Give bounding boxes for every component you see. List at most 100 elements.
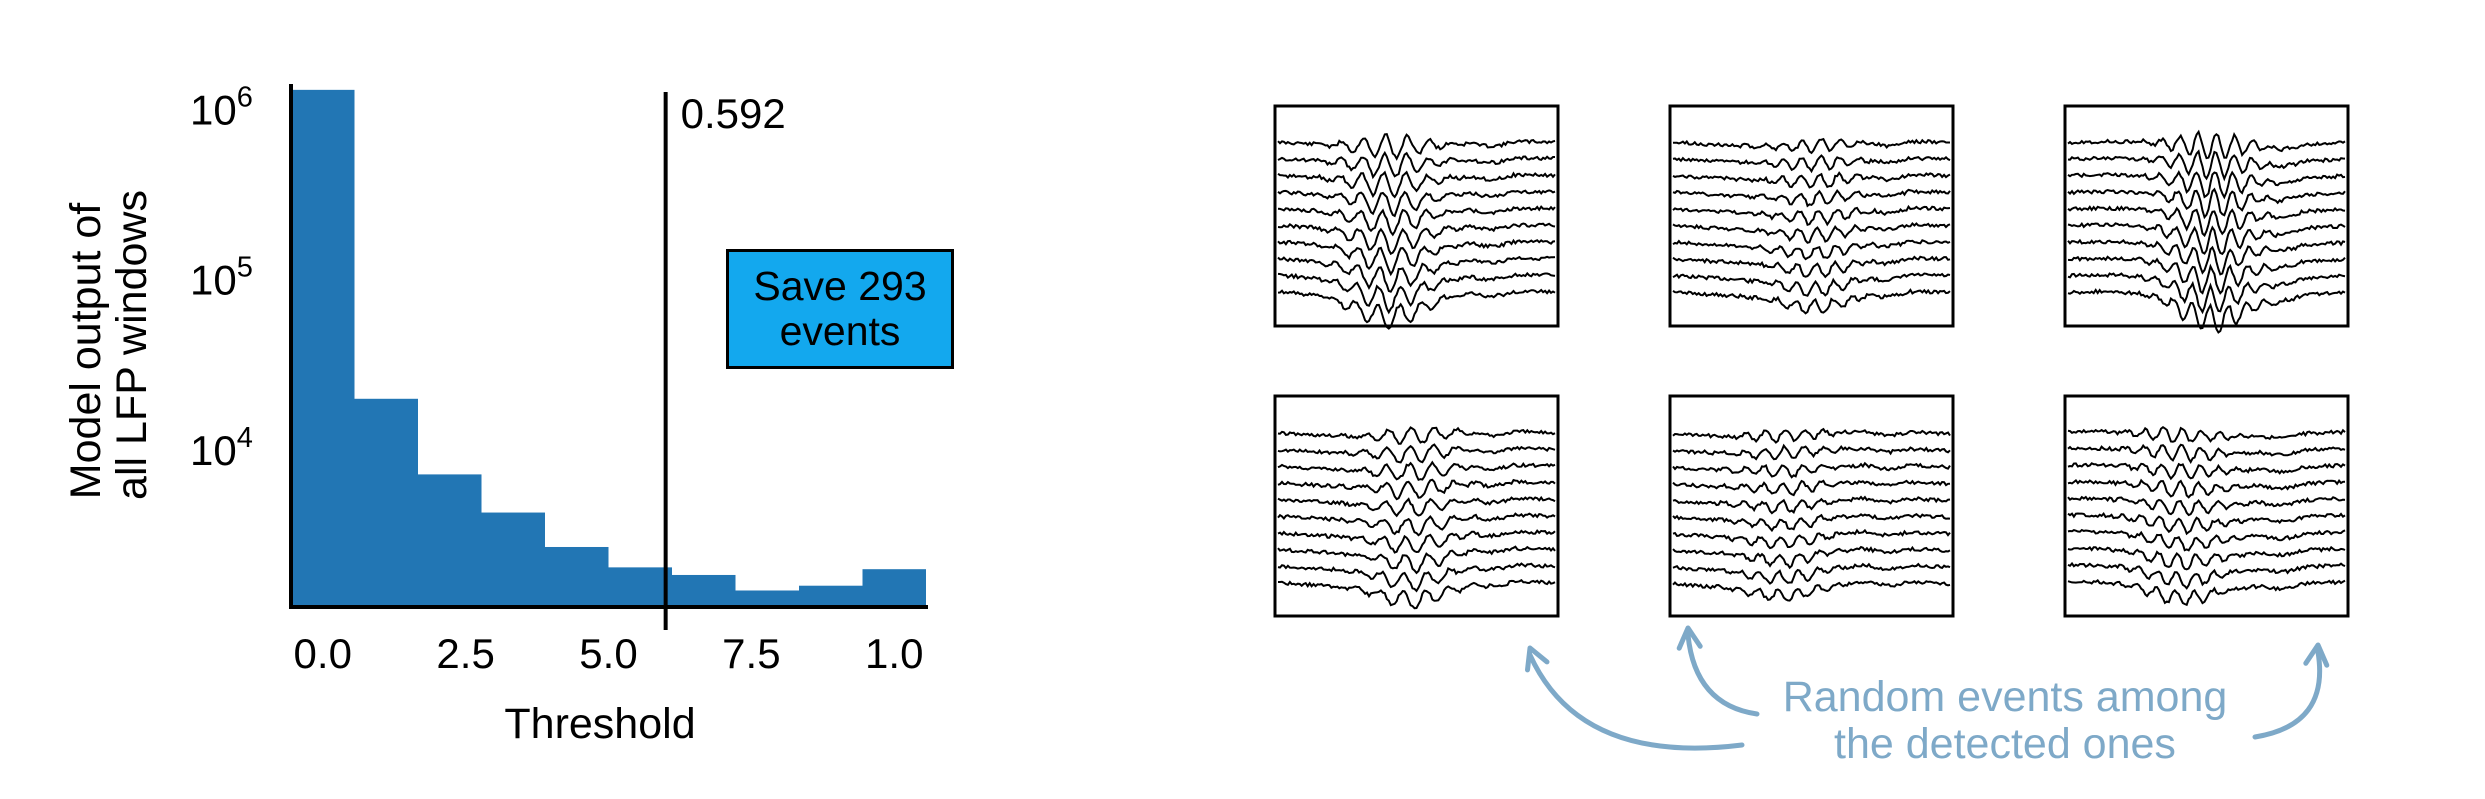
event-trace [1672, 221, 1951, 244]
event-trace [1277, 545, 1556, 575]
histogram-bar [799, 585, 863, 607]
event-panel [2063, 394, 2350, 618]
event-trace [2067, 478, 2346, 499]
event-trace [2067, 579, 2346, 607]
event-panel-frame [1668, 394, 1955, 618]
event-trace [2067, 512, 2346, 536]
event-panel [1273, 104, 1560, 330]
event-trace [2067, 272, 2346, 315]
event-trace [1672, 288, 1951, 315]
annotation-arrowhead [1525, 645, 1550, 673]
event-trace [2067, 170, 2346, 200]
event-trace [2067, 129, 2346, 160]
event-trace [2067, 425, 2346, 443]
event-trace [1277, 562, 1556, 593]
event-trace [2067, 462, 2346, 481]
event-trace [1672, 188, 1951, 208]
annotation-arrow [1527, 652, 1745, 751]
histogram-bar [354, 398, 418, 607]
event-trace [1277, 460, 1556, 482]
histogram-bar [481, 512, 545, 607]
y-tick-label: 104 [190, 422, 253, 474]
histogram-bar [862, 569, 926, 607]
annotation-arrowhead [2303, 642, 2330, 668]
save-events-button[interactable]: Save 293 events [726, 249, 954, 369]
event-trace [1672, 137, 1950, 155]
annotation-arrow [2252, 649, 2323, 740]
y-tick-label: 105 [190, 252, 253, 304]
threshold-value-label: 0.592 [681, 90, 786, 137]
annotation-text-line-2: the detected ones [1834, 720, 2176, 768]
event-trace [1277, 426, 1556, 445]
event-trace [1672, 255, 1951, 279]
histogram-bar [291, 89, 355, 607]
annotation-arrow [1685, 632, 1760, 717]
event-trace [1672, 154, 1951, 174]
event-trace [1277, 443, 1556, 464]
event-trace [1277, 205, 1556, 237]
event-trace [1672, 427, 1951, 444]
x-tick-label: 5.0 [579, 630, 637, 677]
event-trace [1672, 272, 1951, 297]
random-events-annotation: Random events among the detected ones [1525, 625, 2330, 768]
event-trace [1277, 170, 1556, 199]
x-tick-label: 7.5 [722, 630, 780, 677]
histogram-chart: 0.592 106 105 104 0.0 2.5 5.0 7.5 1.0 Threshol… [62, 81, 928, 748]
event-trace [1277, 529, 1556, 554]
event-trace [2067, 443, 2346, 465]
event-trace [1277, 288, 1556, 330]
event-trace [2067, 528, 2346, 552]
histogram-bar [735, 590, 799, 607]
annotation-text-line-1: Random events among [1783, 673, 2228, 721]
event-samples-grid [1273, 104, 2350, 618]
event-trace [2067, 205, 2346, 238]
x-tick-label: 2.5 [436, 630, 494, 677]
event-trace [1277, 150, 1555, 180]
event-trace [2067, 238, 2346, 276]
event-trace [1672, 545, 1951, 570]
event-trace [2067, 495, 2346, 517]
y-axis-label-line-2: all LFP windows [108, 190, 156, 500]
event-trace [2067, 255, 2346, 295]
y-tick-label: 106 [190, 81, 253, 133]
event-trace [2067, 288, 2346, 334]
event-trace [1672, 580, 1951, 602]
event-trace [1672, 171, 1951, 189]
event-trace [1277, 495, 1556, 518]
event-trace [1672, 479, 1951, 497]
event-trace [1278, 578, 1556, 610]
histogram-bar [672, 574, 736, 607]
histogram-bars [291, 89, 926, 607]
event-trace [2067, 221, 2346, 256]
event-trace [1672, 204, 1951, 227]
x-tick-label: 1.0 [865, 630, 923, 677]
event-panel [1668, 394, 1955, 618]
event-trace [1672, 461, 1951, 479]
event-trace [1277, 132, 1556, 161]
event-trace [1672, 562, 1951, 585]
histogram-bar [545, 546, 609, 607]
event-trace [1277, 255, 1556, 293]
y-axis-label-line-1: Model output of [62, 202, 110, 499]
event-trace [1277, 238, 1556, 277]
save-events-button-label: Save 293 events [753, 263, 927, 354]
event-trace [1277, 271, 1556, 315]
histogram-bar [418, 474, 482, 607]
event-trace [1277, 222, 1556, 256]
histogram-bar [608, 567, 672, 607]
event-trace [1277, 512, 1556, 537]
x-tick-label: 0.0 [294, 630, 352, 677]
event-trace [2067, 561, 2346, 590]
event-trace [2067, 149, 2346, 182]
x-tick-labels: 0.0 2.5 5.0 7.5 1.0 [294, 630, 924, 677]
event-trace [1672, 495, 1951, 515]
annotation-arrowhead [1676, 625, 1703, 651]
event-trace [2067, 545, 2346, 571]
event-trace [1277, 189, 1556, 218]
event-trace [1672, 239, 1951, 261]
event-panel [1273, 394, 1560, 618]
event-trace [1672, 443, 1951, 461]
annotation-arrows [1525, 625, 2330, 751]
event-panel [2063, 104, 2350, 334]
